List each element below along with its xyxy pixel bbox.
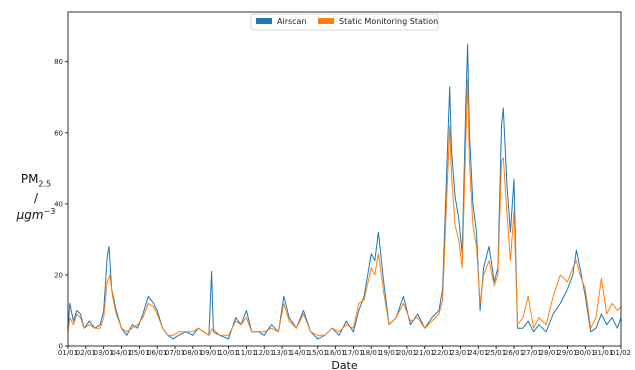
x-tick-label: 12/01 [254,349,274,357]
x-tick-label: 20/01 [397,349,417,357]
x-tick-label: 17/01 [343,349,363,357]
x-tick-label: 05/01 [129,349,149,357]
legend: Airscan Static Monitoring Station [250,13,439,31]
y-axis-label-superscript: −3 [43,207,56,217]
y-axis-label-main: PM [20,172,39,186]
y-axis-label-slash: / [33,191,39,206]
x-tick-label: 14/01 [290,349,310,357]
x-tick-label: 29/01 [557,349,577,357]
y-tick-label: 0 [59,343,63,351]
x-tick-label: 19/01 [379,349,399,357]
legend-box [250,13,439,31]
plot-area [68,12,621,346]
legend-swatch-1 [256,18,272,24]
x-tick-label: 09/01 [201,349,221,357]
x-tick-label: 08/01 [183,349,203,357]
x-tick-label: 02/01 [76,349,96,357]
x-tick-label: 30/01 [575,349,595,357]
x-tick-label: 01/01 [58,349,78,357]
series-line-1 [67,43,622,340]
x-tick-label: 23/01 [450,349,470,357]
x-tick-label: 06/01 [147,349,167,357]
x-tick-label: 16/01 [325,349,345,357]
x-tick-label: 28/01 [540,349,560,357]
x-tick-label: 04/01 [111,349,131,357]
legend-label-2: Static Monitoring Station [339,17,438,26]
y-tick-label: 40 [54,200,63,208]
plot-frame [67,11,622,347]
series-layer [67,43,622,340]
x-tick-label: 21/01 [415,349,435,357]
y-tick-label: 80 [54,58,63,66]
x-tick-label: 22/01 [433,349,453,357]
x-tick-label: 26/01 [504,349,524,357]
x-tick-label: 15/01 [308,349,328,357]
x-tick-label: 10/01 [218,349,238,357]
x-tick-label: 31/01 [593,349,613,357]
x-tick-label: 24/01 [468,349,488,357]
series-line-2 [67,79,622,336]
legend-swatch-2 [318,18,334,24]
x-tick-label: 01/02 [611,349,631,357]
x-tick-label: 25/01 [486,349,506,357]
y-axis-label: PM2.5 / μgm−3 [10,172,62,222]
x-axis-ticks: 01/0102/0103/0104/0105/0106/0107/0108/01… [58,346,631,357]
x-tick-label: 18/01 [361,349,381,357]
x-tick-label: 11/01 [236,349,256,357]
x-tick-label: 07/01 [165,349,185,357]
x-axis-label: Date [331,359,358,370]
x-tick-label: 03/01 [94,349,114,357]
x-tick-label: 13/01 [272,349,292,357]
y-axis-label-subscript: 2.5 [38,179,52,189]
y-tick-label: 60 [54,129,63,137]
legend-label-1: Airscan [277,17,307,26]
y-axis-ticks: 0 20 40 60 80 [54,58,68,351]
x-tick-label: 27/01 [522,349,542,357]
y-tick-label: 20 [54,271,63,279]
y-axis-label-unit: μgm [16,208,44,223]
